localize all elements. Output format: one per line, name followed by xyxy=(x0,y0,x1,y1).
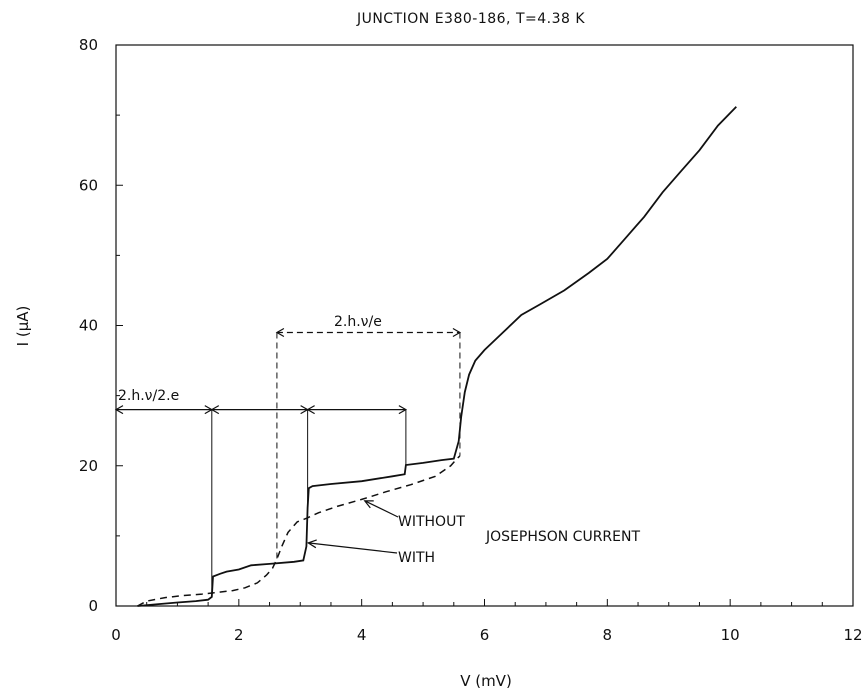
arrow-head xyxy=(114,405,124,415)
y-tick-label: 0 xyxy=(88,597,98,615)
y-axis-label: I (μA) xyxy=(14,306,32,347)
arrow-head xyxy=(275,327,285,338)
label-josephson-current: JOSEPHSON CURRENT xyxy=(485,529,640,545)
arrow-head xyxy=(363,500,374,509)
x-tick-label: 2 xyxy=(234,626,244,644)
y-axis: 0 20 40 60 80 xyxy=(79,36,123,615)
chart-title: JUNCTION E380-186, T=4.38 K xyxy=(356,11,585,27)
arrow-head xyxy=(306,539,317,549)
y-tick-label: 60 xyxy=(79,176,98,194)
annotation-full-step: 2.h.ν/e xyxy=(334,314,382,330)
series-line-with xyxy=(137,106,737,607)
with-pointer-arrow xyxy=(308,542,398,554)
x-tick-label: 4 xyxy=(357,626,367,644)
x-tick-label: 8 xyxy=(603,626,613,644)
y-tick-label: 20 xyxy=(79,457,98,475)
without-pointer-arrow xyxy=(364,500,399,518)
arrow-head xyxy=(452,327,462,338)
arrow-head xyxy=(398,405,408,415)
y-tick-label: 40 xyxy=(79,317,98,335)
x-axis: 0 2 4 6 8 10 12 xyxy=(111,599,862,644)
series-line-without xyxy=(137,455,461,607)
x-tick-label: 0 xyxy=(111,626,121,644)
x-axis-label: V (mV) xyxy=(460,672,512,690)
y-tick-label: 80 xyxy=(79,36,98,54)
label-without: WITHOUT xyxy=(398,514,465,530)
arrow-head xyxy=(210,405,220,415)
x-tick-label: 12 xyxy=(843,626,862,644)
annotation-half-step: 2.h.ν/2.e xyxy=(118,388,179,404)
guide-lines xyxy=(211,332,461,596)
x-tick-label: 6 xyxy=(480,626,490,644)
annotation-arrows xyxy=(114,327,462,554)
x-tick-label: 10 xyxy=(721,626,740,644)
data-series xyxy=(137,106,737,607)
plot-frame xyxy=(115,44,854,607)
label-with: WITH xyxy=(398,550,435,566)
arrow-head xyxy=(306,405,315,415)
